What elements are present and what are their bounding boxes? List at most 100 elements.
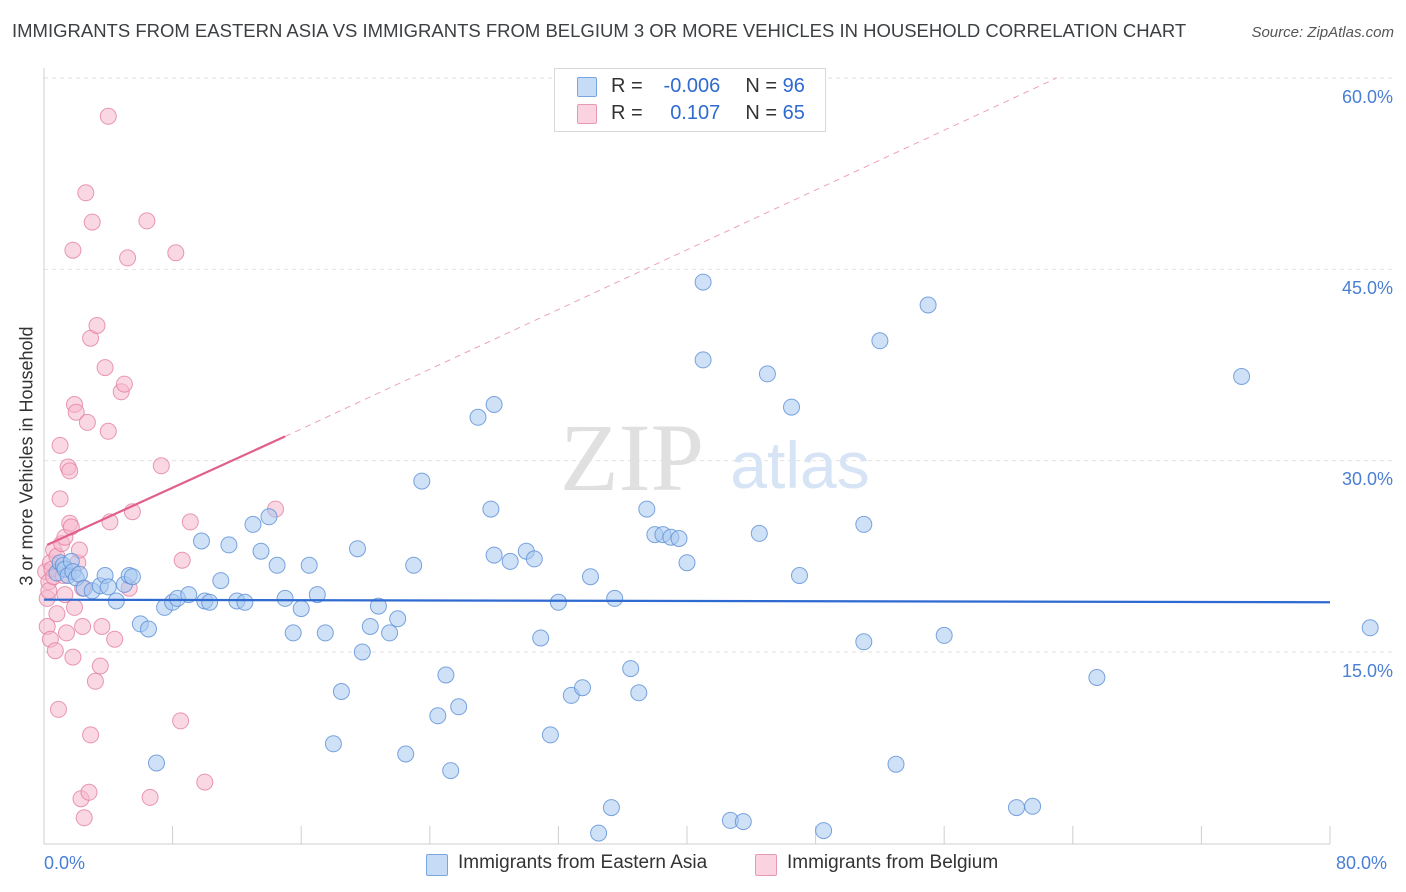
point-eastern-asia (353, 643, 371, 661)
point-belgium (67, 403, 85, 421)
x-tick-label-max: 80.0% (1336, 853, 1388, 873)
point-belgium (74, 618, 92, 635)
point-belgium (88, 317, 106, 334)
point-eastern-asia (397, 745, 415, 763)
y-tick-label: 30.0% (1341, 469, 1393, 489)
correlation-legend: R = -0.006 N = 96 R = 0.107 N = 65 (554, 68, 826, 132)
point-eastern-asia (574, 679, 591, 697)
point-belgium (46, 642, 64, 660)
point-eastern-asia (193, 532, 210, 550)
point-eastern-asia (887, 755, 905, 773)
point-eastern-asia (148, 754, 165, 772)
point-belgium (82, 726, 100, 744)
point-belgium (141, 788, 159, 806)
point-belgium (48, 605, 66, 623)
point-eastern-asia (220, 536, 238, 554)
point-eastern-asia (1024, 797, 1042, 815)
points (37, 107, 1379, 842)
point-eastern-asia (252, 542, 270, 560)
point-eastern-asia (485, 396, 503, 413)
point-eastern-asia (855, 633, 873, 651)
legend-r-value: -0.006 (663, 75, 721, 97)
point-eastern-asia (1088, 669, 1106, 686)
series-swatch-blue (426, 854, 448, 876)
point-eastern-asia (606, 589, 624, 607)
point-belgium (62, 518, 80, 536)
point-belgium (64, 241, 82, 259)
point-eastern-asia (758, 365, 776, 383)
trend-line-eastern-asia (43, 598, 1331, 604)
y-tick-label: 60.0% (1341, 87, 1393, 107)
point-eastern-asia (292, 600, 310, 618)
point-eastern-asia (1233, 368, 1251, 385)
point-eastern-asia (308, 586, 326, 604)
point-belgium (152, 457, 170, 475)
point-belgium (80, 783, 98, 801)
legend-n-label: N = (745, 75, 778, 97)
point-eastern-asia (244, 515, 262, 533)
point-eastern-asia (549, 593, 567, 611)
point-eastern-asia (361, 618, 379, 635)
point-belgium (196, 773, 214, 791)
point-belgium (96, 359, 114, 377)
point-eastern-asia (590, 824, 608, 842)
point-eastern-asia (871, 332, 889, 350)
point-eastern-asia (582, 568, 599, 586)
point-belgium (173, 551, 191, 569)
point-belgium (56, 586, 74, 604)
point-eastern-asia (791, 567, 808, 584)
point-eastern-asia (783, 398, 800, 416)
legend-n-value: 96 (782, 75, 805, 97)
legend-n-value: 65 (782, 102, 805, 124)
legend-r-value: 0.107 (670, 102, 721, 124)
point-belgium (99, 422, 117, 440)
point-eastern-asia (300, 556, 318, 574)
y-axis-title: 3 or more Vehicles in Household (16, 326, 37, 586)
point-eastern-asia (678, 554, 696, 572)
point-eastern-asia (99, 578, 117, 596)
point-belgium (83, 213, 101, 231)
trend-extension-belgium (284, 77, 1057, 437)
point-eastern-asia (469, 408, 487, 426)
watermark-zip: ZIP (560, 404, 704, 511)
point-eastern-asia (107, 592, 125, 610)
watermark-atlas: atlas (730, 428, 869, 502)
point-eastern-asia (413, 472, 431, 490)
point-eastern-asia (1361, 619, 1379, 637)
point-eastern-asia (236, 593, 254, 611)
point-belgium (61, 462, 79, 480)
point-eastern-asia (532, 629, 550, 647)
y-tick-label: 45.0% (1341, 278, 1393, 298)
x-tick-label-min: 0.0% (44, 853, 86, 873)
point-belgium (78, 413, 96, 431)
point-eastern-asia (734, 813, 752, 831)
point-belgium (77, 184, 95, 202)
point-eastern-asia (324, 735, 342, 753)
point-belgium (75, 809, 93, 827)
trend-lines (43, 435, 1331, 604)
point-belgium (51, 436, 69, 454)
point-belgium (115, 375, 133, 393)
series-swatch-pink (755, 854, 777, 876)
point-eastern-asia (815, 822, 833, 840)
point-eastern-asia (332, 683, 350, 700)
point-belgium (58, 624, 75, 642)
chart-title: IMMIGRANTS FROM EASTERN ASIA VS IMMIGRAN… (12, 20, 1187, 41)
point-belgium (40, 582, 58, 600)
point-eastern-asia (268, 556, 286, 574)
trend-line-belgium (46, 435, 286, 546)
y-tick-label: 15.0% (1341, 661, 1393, 681)
point-eastern-asia (694, 351, 712, 369)
gridlines (44, 77, 1394, 653)
point-eastern-asia (123, 568, 141, 586)
point-belgium (181, 513, 199, 531)
point-eastern-asia (437, 666, 455, 684)
point-eastern-asia (482, 500, 500, 518)
point-eastern-asia (630, 684, 648, 702)
point-eastern-asia (389, 610, 407, 628)
point-eastern-asia (180, 586, 198, 604)
point-eastern-asia (622, 660, 640, 678)
point-belgium (106, 630, 124, 648)
point-eastern-asia (212, 572, 230, 590)
point-eastern-asia (276, 589, 294, 607)
